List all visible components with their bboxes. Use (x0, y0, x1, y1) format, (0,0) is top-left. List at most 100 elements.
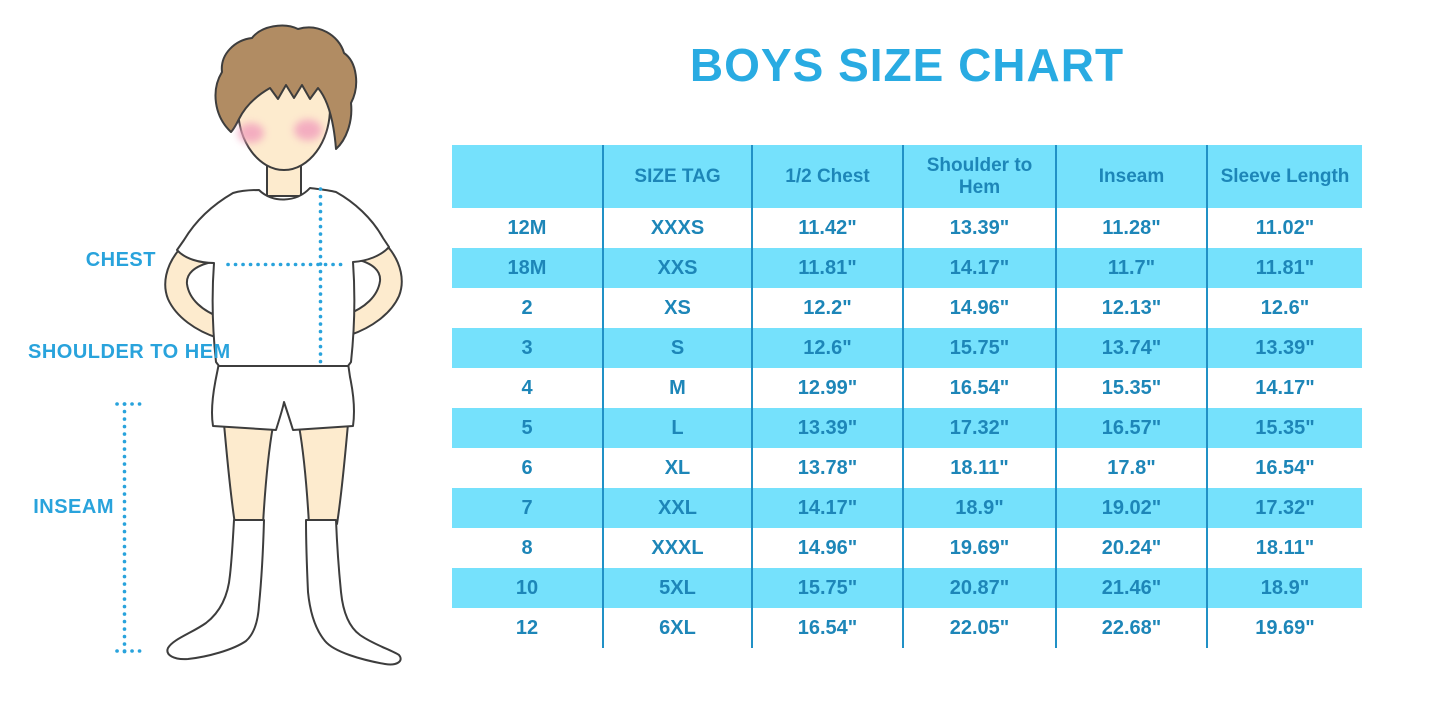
table-row: 5 L 13.39" 17.32" 16.57" 15.35" (452, 408, 1362, 448)
table-cell: 18M (452, 248, 604, 288)
size-table-body: 12M XXXS 11.42" 13.39" 11.28" 11.02" 18M XXS 11.… (452, 208, 1362, 648)
table-cell: 14.17" (752, 488, 904, 528)
table-cell: 19.69" (903, 528, 1057, 568)
table-cell: 14.17" (1255, 376, 1315, 399)
table-cell: 10 (452, 568, 604, 608)
table-cell: 6 (452, 448, 604, 488)
boy-left-cheek (238, 123, 264, 143)
table-row: 8 XXXL 14.96" 19.69" 20.24" 18.11" (452, 528, 1362, 568)
table-cell: XL (603, 448, 753, 488)
table-cell: 17.8" (1056, 448, 1208, 488)
table-cell: 12.2" (752, 288, 904, 328)
table-cell: 18.11" (903, 448, 1057, 488)
table-row: 18M XXS 11.81" 14.17" 11.7" 11.81" (452, 248, 1362, 288)
size-table-header-row: SIZE TAG 1/2 Chest Shoulder to Hem Insea… (452, 145, 1362, 208)
table-cell: 15.75" (752, 568, 904, 608)
table-cell: 15.35" (1056, 368, 1208, 408)
table-cell: 22.05" (903, 608, 1057, 648)
boy-left-sock (166, 519, 265, 661)
table-cell: L (603, 408, 753, 448)
table-cell: 13.39" (903, 208, 1057, 248)
table-cell: 12.6" (752, 328, 904, 368)
table-cell: 16.54" (752, 608, 904, 648)
table-cell: 3 (452, 328, 604, 368)
shoulder-to-hem-label: SHOULDER TO HEM (28, 341, 231, 363)
table-row: 2 XS 12.2" 14.96" 12.13" 12.6" (452, 288, 1362, 328)
size-table: SIZE TAG 1/2 Chest Shoulder to Hem Insea… (452, 145, 1362, 648)
table-cell: 11.42" (752, 208, 904, 248)
table-cell: 20.24" (1056, 528, 1208, 568)
boy-right-leg (298, 423, 349, 525)
table-cell: XXL (603, 488, 753, 528)
table-cell: XXXS (603, 208, 753, 248)
table-row: 10 5XL 15.75" 20.87" 21.46" 18.9" (452, 568, 1362, 608)
table-cell: 16.57" (1056, 408, 1208, 448)
table-cell: 13.39" (752, 408, 904, 448)
table-cell: 16.54" (1255, 456, 1315, 479)
boy-illustration (115, 24, 403, 666)
table-cell: 11.7" (1056, 248, 1208, 288)
table-cell: 7 (452, 488, 604, 528)
table-row: 3 S 12.6" 15.75" 13.74" 13.39" (452, 328, 1362, 368)
table-row: 6 XL 13.78" 18.11" 17.8" 16.54" (452, 448, 1362, 488)
column-header-half-chest: 1/2 Chest (752, 145, 904, 208)
table-cell: XS (603, 288, 753, 328)
table-cell: 17.32" (1255, 496, 1315, 519)
boy-right-cheek (294, 119, 322, 141)
column-header-inseam: Inseam (1056, 145, 1208, 208)
table-cell: 12.6" (1260, 296, 1310, 319)
table-cell: 15.35" (1255, 416, 1315, 439)
table-cell: 18.9" (903, 488, 1057, 528)
table-cell: 13.39" (1255, 336, 1315, 359)
table-cell: 8 (452, 528, 604, 568)
boy-shirt (176, 187, 390, 367)
table-cell: 11.28" (1056, 208, 1208, 248)
table-row: 4 M 12.99" 16.54" 15.35" 14.17" (452, 368, 1362, 408)
table-cell: 17.32" (903, 408, 1057, 448)
chest-label: CHEST (85, 249, 156, 271)
table-cell: S (603, 328, 753, 368)
table-cell: 18.9" (1260, 576, 1310, 599)
table-cell: 2 (452, 288, 604, 328)
table-cell: 11.81" (752, 248, 904, 288)
table-cell: M (603, 368, 753, 408)
table-cell: 14.96" (903, 288, 1057, 328)
inseam-label: INSEAM (33, 496, 114, 518)
boy-shorts (211, 362, 355, 431)
table-cell: XXXL (603, 528, 753, 568)
table-cell: 12.13" (1056, 288, 1208, 328)
table-cell: 22.68" (1056, 608, 1208, 648)
table-cell: 12.99" (752, 368, 904, 408)
column-header-size-tag: SIZE TAG (603, 145, 753, 208)
table-cell: 5 (452, 408, 604, 448)
column-header-size (452, 145, 604, 208)
table-cell: 12M (452, 208, 604, 248)
table-cell: 4 (452, 368, 604, 408)
boy-left-leg (223, 423, 274, 525)
table-cell: 13.74" (1056, 328, 1208, 368)
column-header-shoulder-to-hem: Shoulder to Hem (903, 145, 1057, 208)
boy-hair (214, 24, 358, 150)
page-title: BOYS SIZE CHART (689, 39, 1125, 91)
boy-figure-area: CHEST SHOULDER TO HEM INSEAM (0, 0, 450, 723)
table-cell: 20.87" (903, 568, 1057, 608)
table-cell: XXS (603, 248, 753, 288)
table-cell: 14.96" (752, 528, 904, 568)
table-row: 7 XXL 14.17" 18.9" 19.02" 17.32" (452, 488, 1362, 528)
table-cell: 11.02" (1255, 216, 1315, 239)
table-cell: 21.46" (1056, 568, 1208, 608)
column-header-sleeve-length: Sleeve Length (1207, 145, 1362, 208)
table-cell: 19.69" (1255, 616, 1315, 639)
table-cell: 5XL (603, 568, 753, 608)
table-cell: 18.11" (1255, 536, 1315, 559)
table-cell: 11.81" (1255, 256, 1315, 279)
table-cell: 12 (452, 608, 604, 648)
table-cell: 15.75" (903, 328, 1057, 368)
table-cell: 14.17" (903, 248, 1057, 288)
table-cell: 6XL (603, 608, 753, 648)
table-cell: 16.54" (903, 368, 1057, 408)
table-row: 12 6XL 16.54" 22.05" 22.68" 19.69" (452, 608, 1362, 648)
table-cell: 13.78" (752, 448, 904, 488)
table-row: 12M XXXS 11.42" 13.39" 11.28" 11.02" (452, 208, 1362, 248)
